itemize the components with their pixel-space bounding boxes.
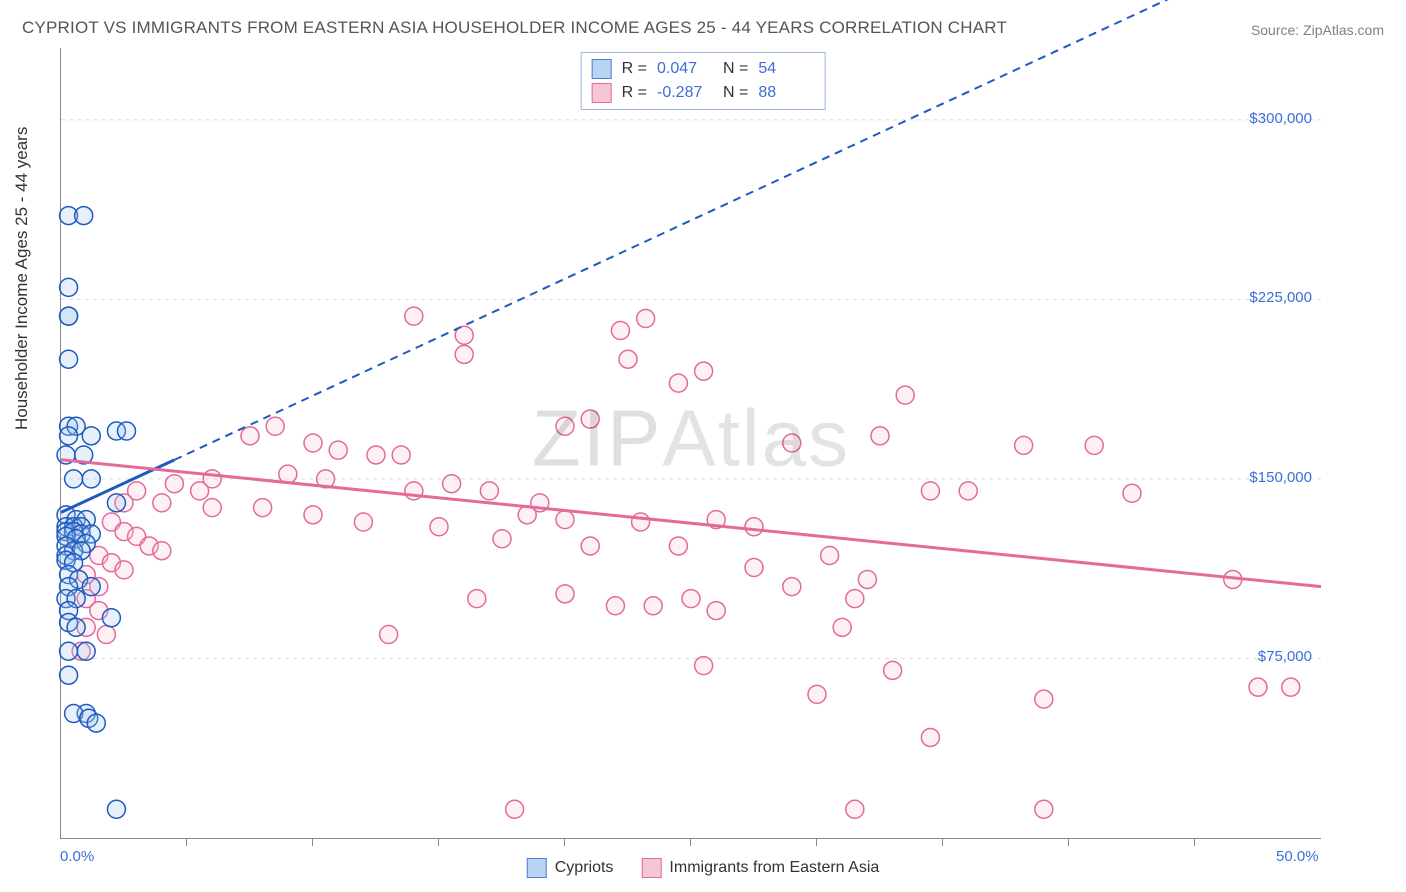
legend-swatch-2 — [641, 858, 661, 878]
stat-n-label: N = — [723, 81, 748, 105]
source-prefix: Source: — [1251, 22, 1303, 38]
swatch-series-2 — [592, 83, 612, 103]
stat-n-value-1: 54 — [758, 57, 814, 81]
stat-n-value-2: 88 — [758, 81, 814, 105]
legend-item-1: Cypriots — [527, 858, 614, 878]
x-tick — [564, 838, 565, 846]
legend-swatch-1 — [527, 858, 547, 878]
legend-label-1: Cypriots — [555, 859, 614, 877]
y-tick-label: $225,000 — [1249, 289, 1312, 306]
legend-item-2: Immigrants from Eastern Asia — [641, 858, 879, 878]
plot-area: ZIPAtlas — [60, 48, 1321, 839]
source-link[interactable]: ZipAtlas.com — [1303, 22, 1384, 38]
legend-label-2: Immigrants from Eastern Asia — [669, 859, 879, 877]
chart-title: CYPRIOT VS IMMIGRANTS FROM EASTERN ASIA … — [22, 18, 1007, 38]
y-tick-label: $300,000 — [1249, 110, 1312, 127]
swatch-series-1 — [592, 59, 612, 79]
stat-r-value-1: 0.047 — [657, 57, 713, 81]
stat-r-value-2: -0.287 — [657, 81, 713, 105]
stat-r-label: R = — [622, 57, 647, 81]
x-tick — [312, 838, 313, 846]
y-axis-label: Householder Income Ages 25 - 44 years — [12, 127, 32, 430]
x-tick — [690, 838, 691, 846]
x-tick — [942, 838, 943, 846]
source-attribution: Source: ZipAtlas.com — [1251, 22, 1384, 38]
stats-row-series-2: R = -0.287 N = 88 — [592, 81, 815, 105]
y-tick-label: $150,000 — [1249, 469, 1312, 486]
x-tick — [1194, 838, 1195, 846]
y-tick-label: $75,000 — [1258, 648, 1312, 665]
x-tick — [438, 838, 439, 846]
correlation-stats-box: R = 0.047 N = 54 R = -0.287 N = 88 — [581, 52, 826, 110]
stat-r-label: R = — [622, 81, 647, 105]
x-tick-label: 50.0% — [1276, 848, 1319, 865]
x-tick — [1068, 838, 1069, 846]
stat-n-label: N = — [723, 57, 748, 81]
stats-row-series-1: R = 0.047 N = 54 — [592, 57, 815, 81]
x-tick-label: 0.0% — [60, 848, 94, 865]
x-tick — [186, 838, 187, 846]
chart-legend: Cypriots Immigrants from Eastern Asia — [527, 858, 880, 878]
scatter-plot-svg — [61, 48, 1321, 838]
x-tick — [816, 838, 817, 846]
